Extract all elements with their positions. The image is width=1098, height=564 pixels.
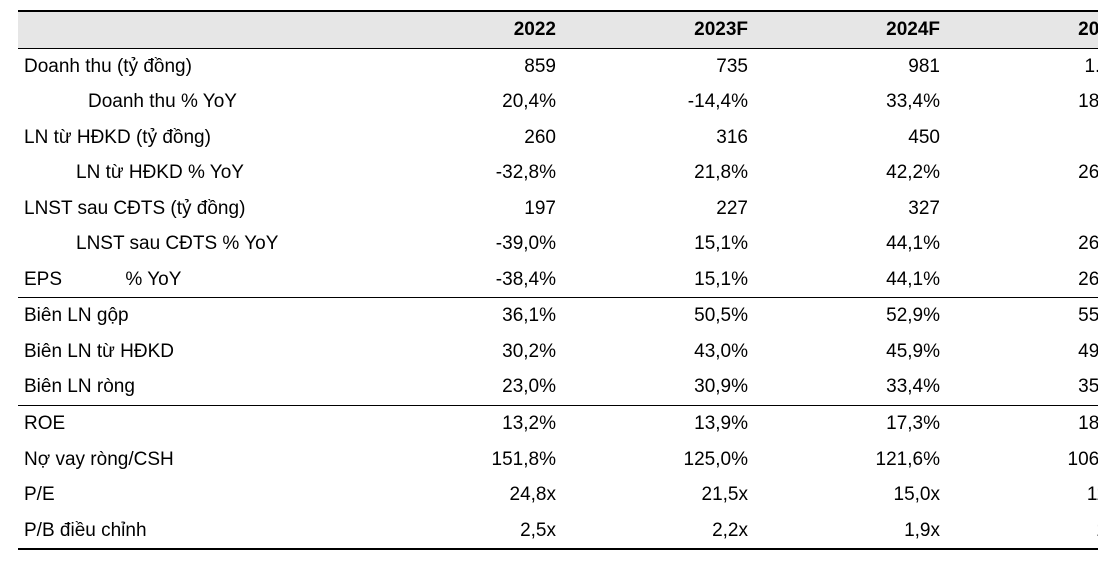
cell-value: 21,5x: [562, 477, 754, 513]
cell-value: 49,0%: [946, 334, 1098, 370]
cell-value: 18,3%: [946, 84, 1098, 120]
table-body: Doanh thu (tỷ đồng)8597359811.160Doanh t…: [18, 48, 1098, 549]
cell-value: 24,8x: [370, 477, 562, 513]
cell-value: 1.160: [946, 48, 1098, 84]
cell-value: -32,8%: [370, 155, 562, 191]
cell-value: 13,2%: [370, 406, 562, 442]
cell-value: 568: [946, 120, 1098, 156]
cell-value: 15,1%: [562, 262, 754, 298]
row-label: EPS % YoY: [18, 262, 370, 298]
table-row: LN từ HĐKD (tỷ đồng)260316450568: [18, 120, 1098, 156]
cell-value: 43,0%: [562, 334, 754, 370]
cell-value: 20,4%: [370, 84, 562, 120]
row-label: Biên LN ròng: [18, 369, 370, 405]
cell-value: 197: [370, 191, 562, 227]
row-label: LN từ HĐKD (tỷ đồng): [18, 120, 370, 156]
cell-value: 981: [754, 48, 946, 84]
cell-value: 859: [370, 48, 562, 84]
table-row: Doanh thu % YoY20,4%-14,4%33,4%18,3%: [18, 84, 1098, 120]
row-label: LNST sau CĐTS (tỷ đồng): [18, 191, 370, 227]
cell-value: 227: [562, 191, 754, 227]
cell-value: 30,9%: [562, 369, 754, 405]
row-label: Nợ vay ròng/CSH: [18, 442, 370, 478]
row-label: LNST sau CĐTS % YoY: [18, 226, 370, 262]
cell-value: 413: [946, 191, 1098, 227]
cell-value: 11,9x: [946, 477, 1098, 513]
table-container: 2022 2023F 2024F 2025F Doanh thu (tỷ đồn…: [0, 0, 1098, 564]
cell-value: 33,4%: [754, 84, 946, 120]
cell-value: 44,1%: [754, 262, 946, 298]
col-header-blank: [18, 11, 370, 48]
row-label: Biên LN gộp: [18, 298, 370, 334]
cell-value: 26,1%: [946, 226, 1098, 262]
cell-value: 17,3%: [754, 406, 946, 442]
cell-value: 33,4%: [754, 369, 946, 405]
cell-value: 36,1%: [370, 298, 562, 334]
table-row: LNST sau CĐTS (tỷ đồng)197227327413: [18, 191, 1098, 227]
table-row: LNST sau CĐTS % YoY-39,0%15,1%44,1%26,1%: [18, 226, 1098, 262]
cell-value: 151,8%: [370, 442, 562, 478]
cell-value: 55,5%: [946, 298, 1098, 334]
cell-value: 44,1%: [754, 226, 946, 262]
cell-value: 2,5x: [370, 513, 562, 550]
cell-value: 2,2x: [562, 513, 754, 550]
cell-value: 30,2%: [370, 334, 562, 370]
col-header-2025f: 2025F: [946, 11, 1098, 48]
table-row: P/B điều chỉnh2,5x2,2x1,9x1,7x: [18, 513, 1098, 550]
cell-value: 15,0x: [754, 477, 946, 513]
row-label: ROE: [18, 406, 370, 442]
cell-value: 23,0%: [370, 369, 562, 405]
table-row: Doanh thu (tỷ đồng)8597359811.160: [18, 48, 1098, 84]
col-header-2022: 2022: [370, 11, 562, 48]
cell-value: 260: [370, 120, 562, 156]
cell-value: 42,2%: [754, 155, 946, 191]
row-label: Biên LN từ HĐKD: [18, 334, 370, 370]
cell-value: 15,1%: [562, 226, 754, 262]
cell-value: -14,4%: [562, 84, 754, 120]
cell-value: 26,1%: [946, 262, 1098, 298]
financial-table: 2022 2023F 2024F 2025F Doanh thu (tỷ đồn…: [18, 10, 1098, 550]
cell-value: 316: [562, 120, 754, 156]
table-row: LN từ HĐKD % YoY-32,8%21,8%42,2%26,4%: [18, 155, 1098, 191]
cell-value: 13,9%: [562, 406, 754, 442]
cell-value: 18,5%: [946, 406, 1098, 442]
cell-value: 52,9%: [754, 298, 946, 334]
cell-value: -38,4%: [370, 262, 562, 298]
col-header-2024f: 2024F: [754, 11, 946, 48]
table-row: ROE13,2%13,9%17,3%18,5%: [18, 406, 1098, 442]
cell-value: 26,4%: [946, 155, 1098, 191]
cell-value: 50,5%: [562, 298, 754, 334]
row-label: LN từ HĐKD % YoY: [18, 155, 370, 191]
cell-value: 1,9x: [754, 513, 946, 550]
cell-value: 327: [754, 191, 946, 227]
cell-value: 450: [754, 120, 946, 156]
cell-value: 735: [562, 48, 754, 84]
row-label: Doanh thu (tỷ đồng): [18, 48, 370, 84]
cell-value: -39,0%: [370, 226, 562, 262]
header-row: 2022 2023F 2024F 2025F: [18, 11, 1098, 48]
cell-value: 125,0%: [562, 442, 754, 478]
cell-value: 45,9%: [754, 334, 946, 370]
table-row: Biên LN từ HĐKD30,2%43,0%45,9%49,0%: [18, 334, 1098, 370]
row-label: P/E: [18, 477, 370, 513]
col-header-2023f: 2023F: [562, 11, 754, 48]
cell-value: 121,6%: [754, 442, 946, 478]
table-row: P/E24,8x21,5x15,0x11,9x: [18, 477, 1098, 513]
cell-value: 21,8%: [562, 155, 754, 191]
table-row: Nợ vay ròng/CSH151,8%125,0%121,6%106,9%: [18, 442, 1098, 478]
table-row: Biên LN ròng23,0%30,9%33,4%35,6%: [18, 369, 1098, 405]
cell-value: 1,7x: [946, 513, 1098, 550]
cell-value: 35,6%: [946, 369, 1098, 405]
row-label: P/B điều chỉnh: [18, 513, 370, 550]
cell-value: 106,9%: [946, 442, 1098, 478]
table-row: Biên LN gộp36,1%50,5%52,9%55,5%: [18, 298, 1098, 334]
table-row: EPS % YoY-38,4%15,1%44,1%26,1%: [18, 262, 1098, 298]
row-label: Doanh thu % YoY: [18, 84, 370, 120]
